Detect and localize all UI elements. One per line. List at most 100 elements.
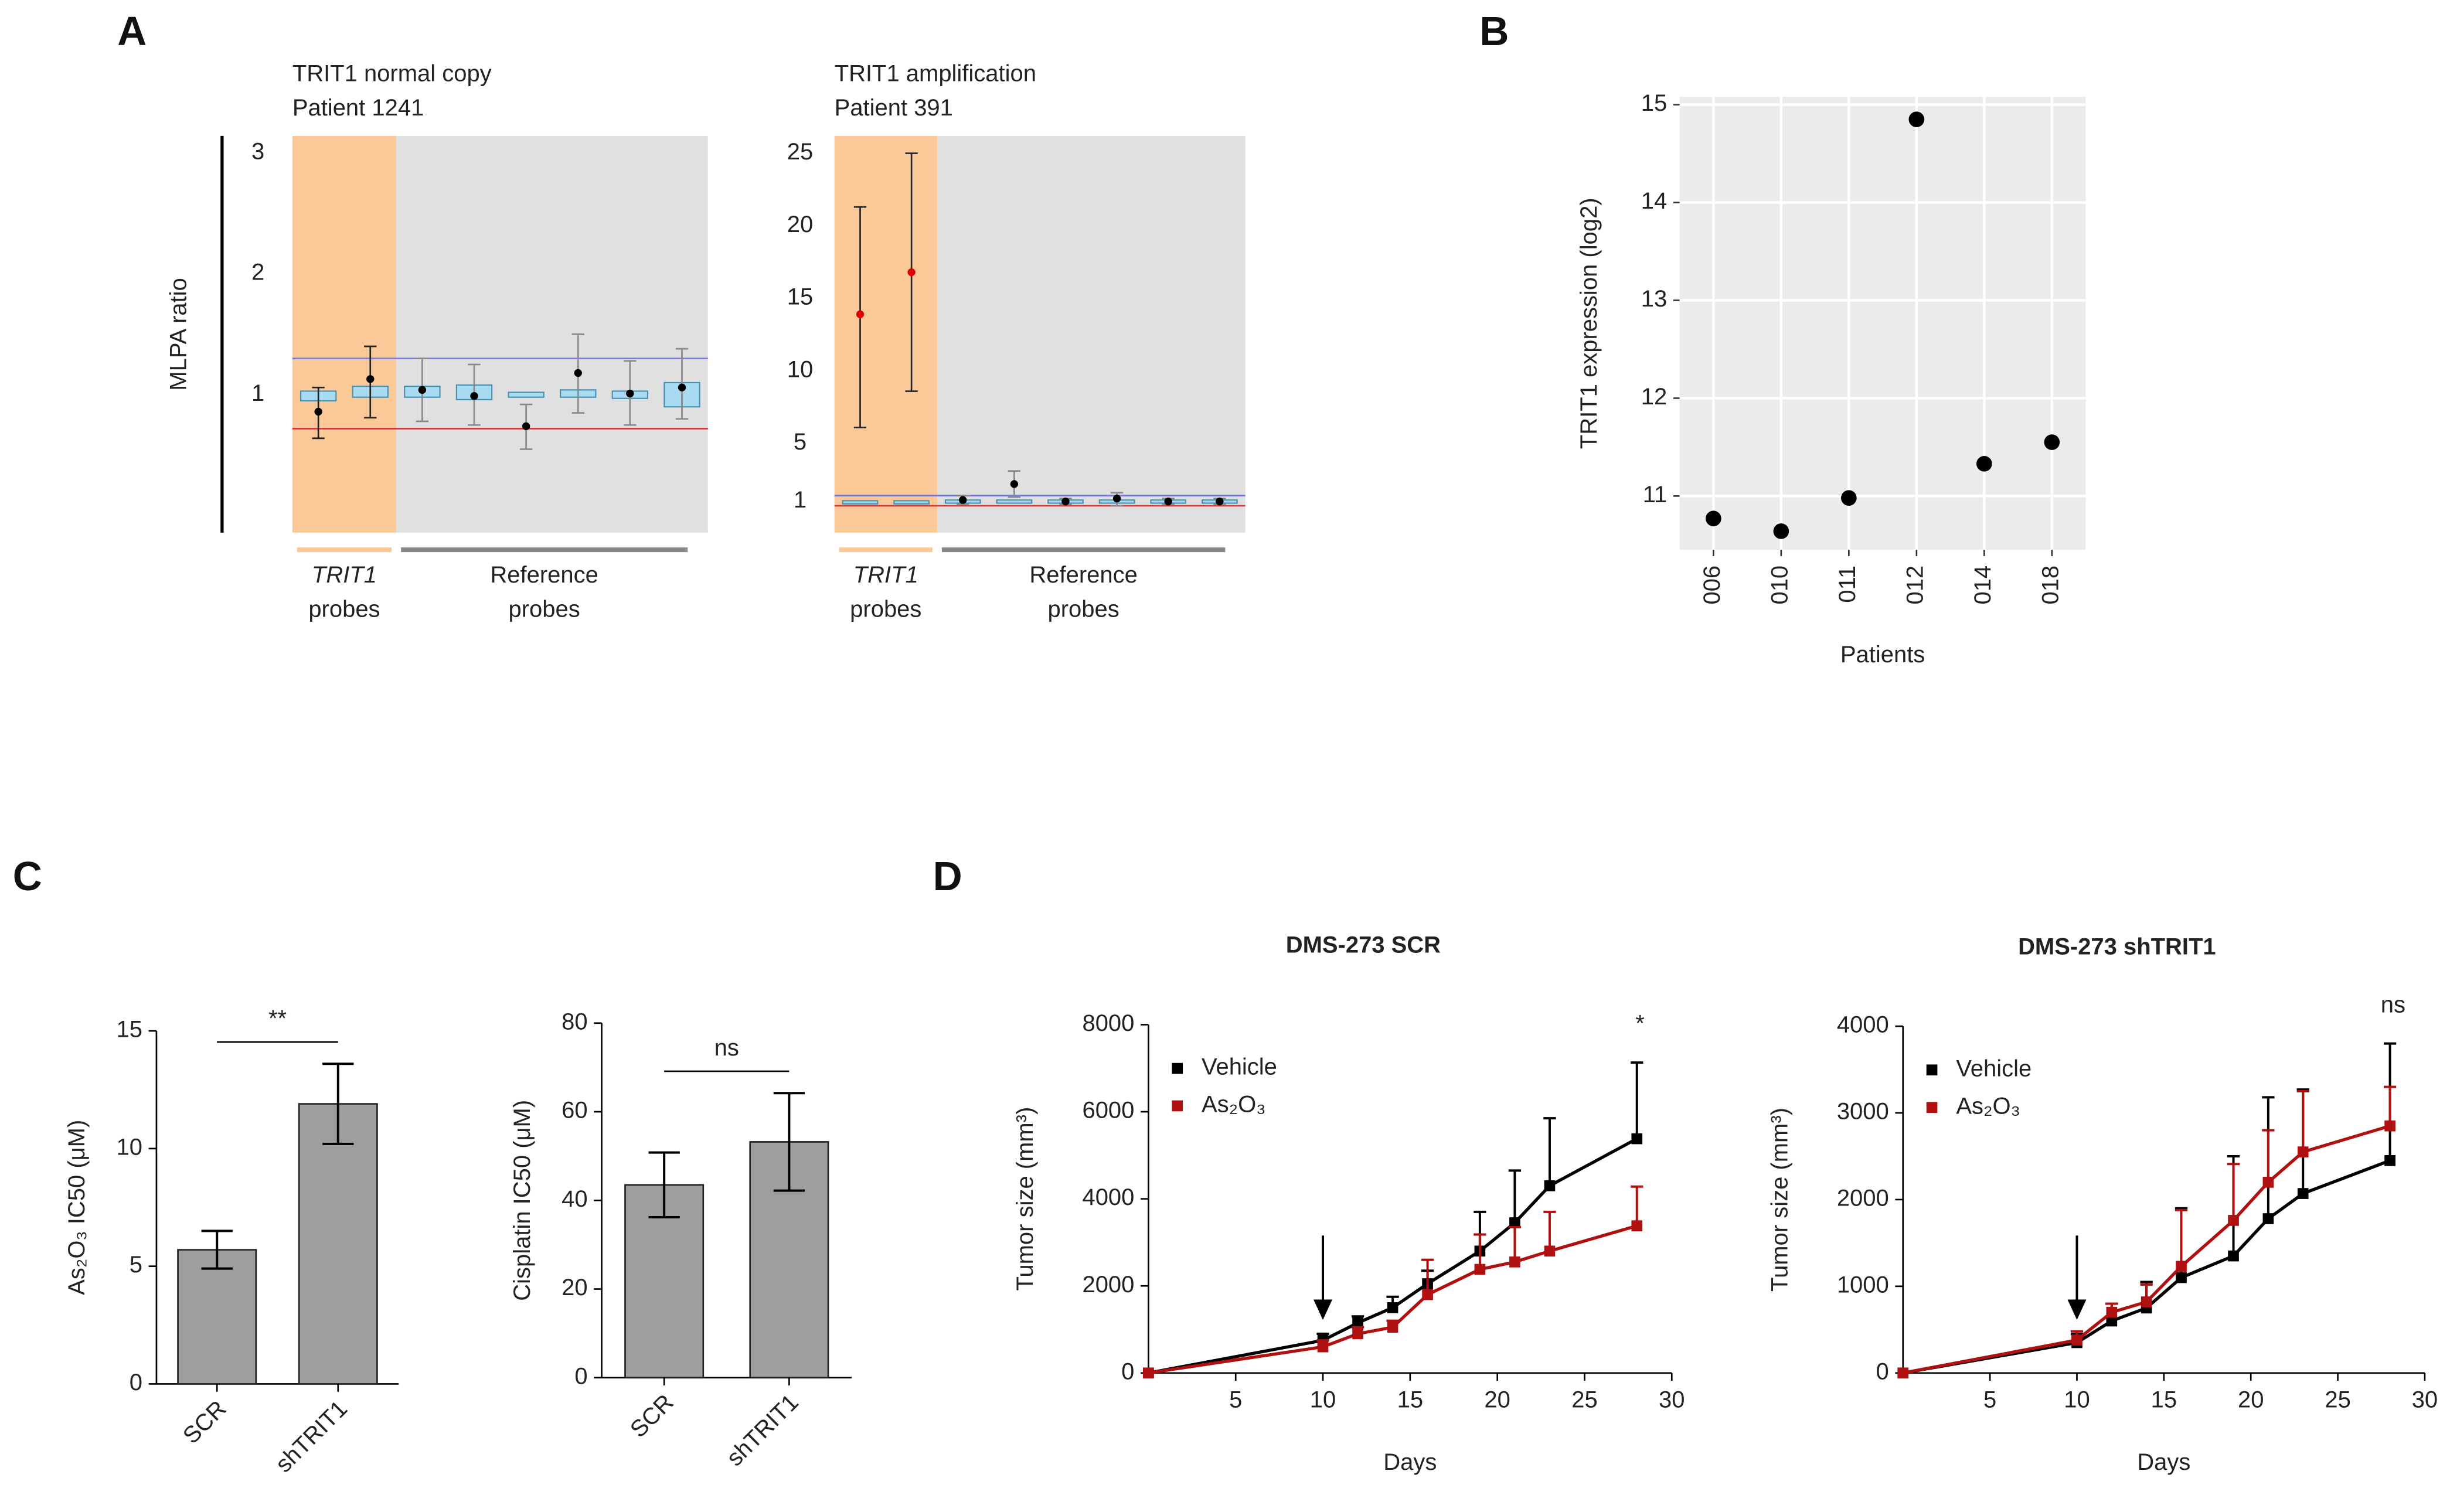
x-tick-label: 20 (2238, 1387, 2264, 1412)
marker (2228, 1215, 2239, 1226)
y-tick-label: 2000 (1082, 1272, 1134, 1298)
panel-label: D (933, 853, 962, 899)
group-label: probes (308, 597, 380, 622)
y-tick-label: 25 (787, 139, 813, 165)
marker (2384, 1120, 2395, 1132)
probe-dot (1112, 495, 1121, 503)
probe-dot (907, 268, 916, 277)
panel-label: A (117, 8, 147, 54)
bar (298, 1103, 378, 1385)
y-tick-label: 0 (130, 1370, 142, 1395)
legend-label: Vehicle (1956, 1055, 2032, 1081)
series-line (1903, 1124, 2391, 1375)
probe-dot (1010, 480, 1019, 488)
point (1841, 490, 1857, 506)
highlight-region (834, 135, 937, 533)
marker (1544, 1180, 1556, 1191)
chart-title: TRIT1 normal copy (292, 60, 492, 86)
bar (177, 1249, 257, 1385)
highlight-region (292, 135, 397, 533)
y-axis-label: MLPA ratio (165, 278, 191, 391)
y-tick-label: 20 (562, 1275, 587, 1300)
x-tick-label: 012 (1902, 566, 1928, 605)
x-tick-label: 018 (2037, 566, 2063, 605)
marker (1631, 1133, 1643, 1145)
y-tick-label: 1 (251, 380, 264, 406)
series-line (1903, 1159, 2391, 1375)
marker (2297, 1188, 2309, 1199)
probe-dot (366, 375, 375, 383)
reference-region (937, 135, 1246, 533)
group-label: TRIT1 (312, 562, 377, 588)
marker (1544, 1245, 1556, 1257)
plot-background (1679, 97, 2086, 550)
reference-region (396, 135, 708, 533)
marker (1474, 1264, 1486, 1275)
x-tick-label: 25 (1571, 1387, 1597, 1412)
chart-title: DMS-273 SCR (1286, 932, 1441, 958)
marker (1509, 1217, 1520, 1228)
y-tick-label: 5 (794, 429, 807, 455)
x-tick-label: SCR (178, 1395, 232, 1449)
x-tick-label: 30 (2412, 1387, 2438, 1412)
probe-dot (626, 389, 634, 398)
legend-label: Vehicle (1202, 1054, 1277, 1080)
y-axis-label: Cisplatin IC50 (μM) (509, 1100, 535, 1301)
y-tick-label: 4000 (1082, 1184, 1134, 1210)
treatment-arrow-head (1314, 1299, 1333, 1320)
marker (1352, 1328, 1363, 1340)
marker (1352, 1317, 1363, 1329)
probe-dot (470, 391, 478, 400)
point (1908, 111, 1925, 127)
significance-label: ns (2381, 992, 2405, 1017)
marker (2106, 1315, 2118, 1327)
marker (1143, 1367, 1154, 1379)
y-tick-label: 14 (1641, 188, 1667, 214)
group-label: Reference (1029, 562, 1137, 588)
x-tick-label: 25 (2325, 1387, 2350, 1412)
y-tick-label: 3000 (1837, 1099, 1889, 1125)
x-tick-label: 006 (1699, 566, 1725, 605)
group-label: probes (509, 597, 580, 622)
series-line (1148, 1137, 1638, 1375)
significance-label: ** (268, 1006, 287, 1031)
chart-title: DMS-273 shTRIT1 (2018, 934, 2216, 959)
y-tick-label: 11 (1643, 482, 1668, 508)
significance-label: * (1635, 1011, 1645, 1037)
group-label: probes (1048, 597, 1119, 622)
marker (2297, 1146, 2309, 1157)
marker (1897, 1367, 1909, 1379)
group-label: Reference (490, 562, 598, 588)
panel-label: B (1479, 8, 1509, 54)
x-tick-label: SCR (625, 1390, 679, 1443)
x-tick-label: 10 (2064, 1387, 2090, 1412)
point (2044, 434, 2060, 450)
x-tick-label: 15 (1397, 1387, 1423, 1412)
y-axis-label: As₂O₃ IC50 (μM) (64, 1120, 90, 1295)
y-tick-label: 1 (794, 487, 807, 513)
probe-dot (1061, 497, 1070, 506)
probe-dot (1164, 497, 1172, 506)
treatment-arrow-head (2067, 1299, 2087, 1320)
probe-dot (314, 407, 322, 416)
marker (2176, 1272, 2187, 1283)
probe-dot (1216, 497, 1224, 506)
chart-title: TRIT1 amplification (835, 60, 1036, 86)
x-tick-label: 5 (1229, 1387, 1242, 1412)
y-tick-label: 0 (1876, 1358, 1889, 1384)
chart-subtitle: Patient 391 (835, 95, 953, 121)
x-axis-label: Days (1383, 1449, 1437, 1475)
y-tick-label: 6000 (1082, 1098, 1134, 1123)
probe-dot (678, 383, 686, 391)
marker (1387, 1322, 1398, 1333)
x-tick-label: 014 (1970, 566, 1996, 605)
legend-marker (1926, 1064, 1938, 1076)
x-tick-label: 011 (1835, 566, 1860, 603)
marker (1387, 1302, 1398, 1313)
y-tick-label: 15 (1641, 90, 1667, 116)
marker (1317, 1341, 1329, 1353)
probe-box (508, 391, 545, 398)
marker (2262, 1213, 2274, 1224)
significance-label: ns (714, 1035, 739, 1061)
